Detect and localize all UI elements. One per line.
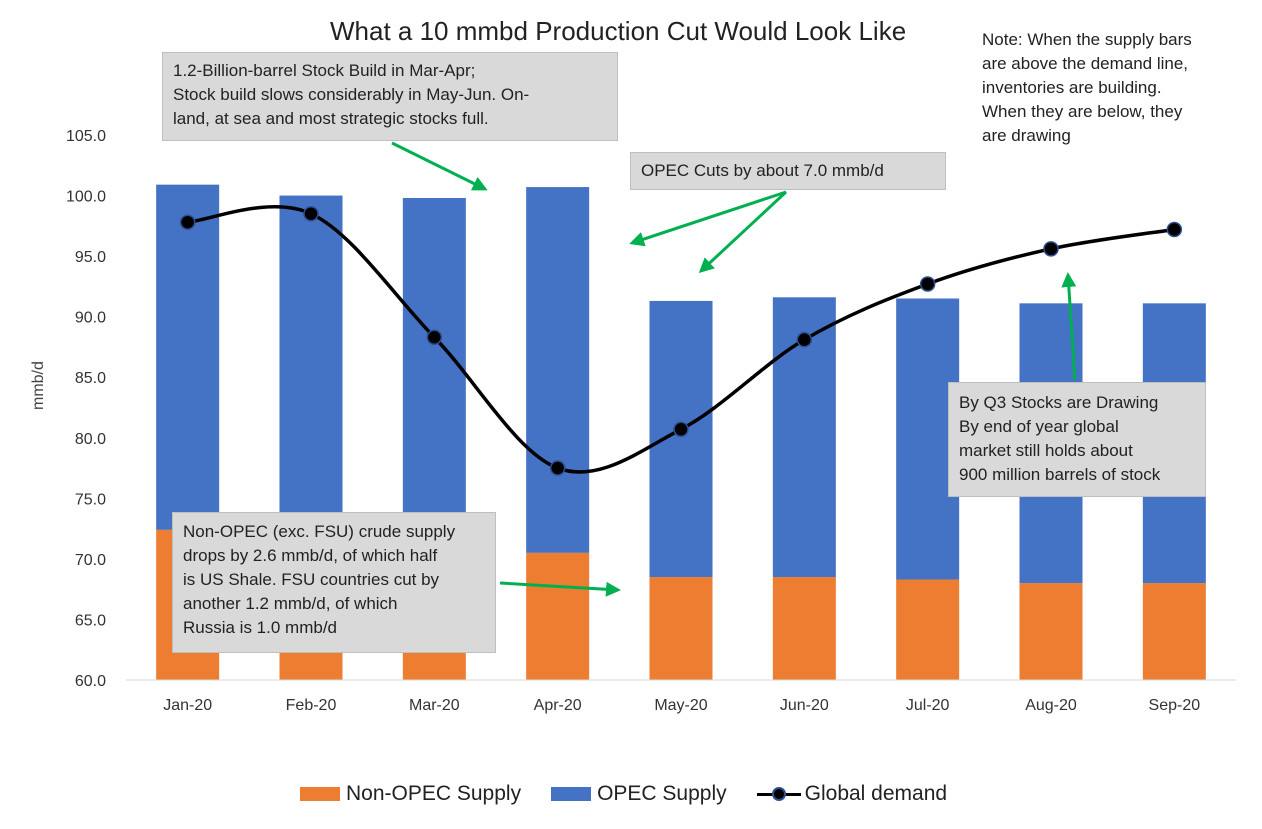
- callout-line: another 1.2 mmb/d, of which: [183, 594, 398, 613]
- callout-line: market still holds about: [959, 441, 1133, 460]
- y-tick-label: 80.0: [75, 431, 106, 448]
- x-tick-label: May-20: [654, 697, 707, 714]
- annotation-arrow: [499, 581, 621, 597]
- note-line: are drawing: [982, 126, 1071, 145]
- legend-label: Global demand: [804, 782, 948, 805]
- x-tick-label: Apr-20: [534, 697, 582, 714]
- bar-non-opec: [526, 552, 590, 680]
- callout-line: OPEC Cuts by about 7.0 mmb/d: [641, 161, 884, 180]
- demand-point: [1043, 241, 1059, 257]
- x-tick-label: Feb-20: [286, 697, 337, 714]
- callout-line: Non-OPEC (exc. FSU) crude supply: [183, 522, 456, 541]
- bar-non-opec: [1019, 583, 1083, 680]
- note-line: inventories are building.: [982, 78, 1162, 97]
- legend-swatch-opec: [551, 787, 592, 801]
- y-tick-label: 85.0: [75, 370, 106, 387]
- y-tick-label: 95.0: [75, 249, 106, 266]
- callout-line: is US Shale. FSU countries cut by: [183, 570, 440, 589]
- demand-point: [426, 329, 443, 346]
- demand-point: [919, 276, 936, 292]
- annotation-arrows: [391, 141, 1077, 597]
- callout-line: land, at sea and most strategic stocks f…: [173, 109, 489, 128]
- demand-point: [1166, 221, 1183, 238]
- legend: Non-OPEC Supply OPEC Supply Global deman…: [300, 782, 977, 806]
- y-tick-label: 70.0: [75, 552, 106, 569]
- bar-non-opec: [772, 577, 836, 680]
- bar-opec: [279, 195, 343, 530]
- callout-line: Russia is 1.0 mmb/d: [183, 618, 337, 637]
- y-tick-label: 105.0: [66, 128, 106, 145]
- annotation-arrow: [1061, 272, 1077, 381]
- note-text: Note: When the supply bars are above the…: [982, 28, 1232, 148]
- legend-swatch-non-opec: [300, 787, 340, 801]
- demand-point: [796, 331, 813, 348]
- bar-opec: [156, 184, 220, 530]
- q3-stocks-callout: By Q3 Stocks are Drawing By end of year …: [948, 382, 1206, 497]
- y-tick-label: 65.0: [75, 612, 106, 629]
- opec-cuts-callout: OPEC Cuts by about 7.0 mmb/d: [630, 152, 946, 190]
- x-tick-label: Jul-20: [906, 697, 950, 714]
- legend-item-non-opec: Non-OPEC Supply: [300, 782, 521, 806]
- x-tick-label: Mar-20: [409, 697, 460, 714]
- annotation-arrow: [391, 141, 488, 191]
- note-line: Note: When the supply bars: [982, 30, 1192, 49]
- annotation-arrow: [698, 190, 788, 274]
- note-line: When they are below, they: [982, 102, 1183, 121]
- demand-point: [549, 460, 566, 476]
- y-tick-label: 90.0: [75, 310, 106, 327]
- bar-opec: [649, 300, 713, 578]
- bar-non-opec: [1142, 583, 1206, 680]
- bar-opec: [526, 187, 590, 553]
- annotation-arrow: [629, 190, 787, 247]
- bar-non-opec: [896, 579, 960, 680]
- note-line: are above the demand line,: [982, 54, 1189, 73]
- stock-build-callout: 1.2-Billion-barrel Stock Build in Mar-Ap…: [162, 52, 618, 141]
- bar-non-opec: [649, 577, 713, 680]
- legend-label: OPEC Supply: [597, 782, 727, 805]
- x-tick-label: Sep-20: [1149, 697, 1201, 714]
- callout-line: 900 million barrels of stock: [959, 465, 1161, 484]
- y-axis-label: mmb/d: [30, 361, 47, 410]
- legend-item-demand: Global demand: [756, 782, 948, 806]
- y-tick-label: 60.0: [75, 673, 106, 690]
- axis-layer: 60.0 65.0 70.0 75.0 80.0 85.0 90.0 95.0 100.0 105…: [66, 128, 1236, 714]
- demand-point: [673, 421, 689, 438]
- callout-line: drops by 2.6 mmb/d, of which half: [183, 546, 438, 565]
- x-tick-label: Jun-20: [780, 697, 829, 714]
- y-tick-label: 100.0: [66, 189, 106, 206]
- non-opec-callout: Non-OPEC (exc. FSU) crude supply drops b…: [172, 512, 496, 653]
- demand-point: [179, 214, 196, 230]
- callout-line: 1.2-Billion-barrel Stock Build in Mar-Ap…: [173, 61, 476, 80]
- callout-line: By end of year global: [959, 417, 1119, 436]
- legend-swatch-demand: [756, 784, 801, 804]
- demand-point: [303, 205, 319, 222]
- demand-line-layer: [179, 205, 1183, 476]
- callout-line: By Q3 Stocks are Drawing: [959, 393, 1159, 412]
- x-tick-label: Jan-20: [163, 697, 212, 714]
- x-tick-label: Aug-20: [1025, 697, 1077, 714]
- legend-label: Non-OPEC Supply: [346, 782, 522, 805]
- callout-line: Stock build slows considerably in May-Ju…: [173, 85, 530, 104]
- y-tick-label: 75.0: [75, 491, 106, 508]
- legend-item-opec: OPEC Supply: [551, 782, 727, 806]
- chart-title: What a 10 mmbd Production Cut Would Look…: [330, 16, 907, 46]
